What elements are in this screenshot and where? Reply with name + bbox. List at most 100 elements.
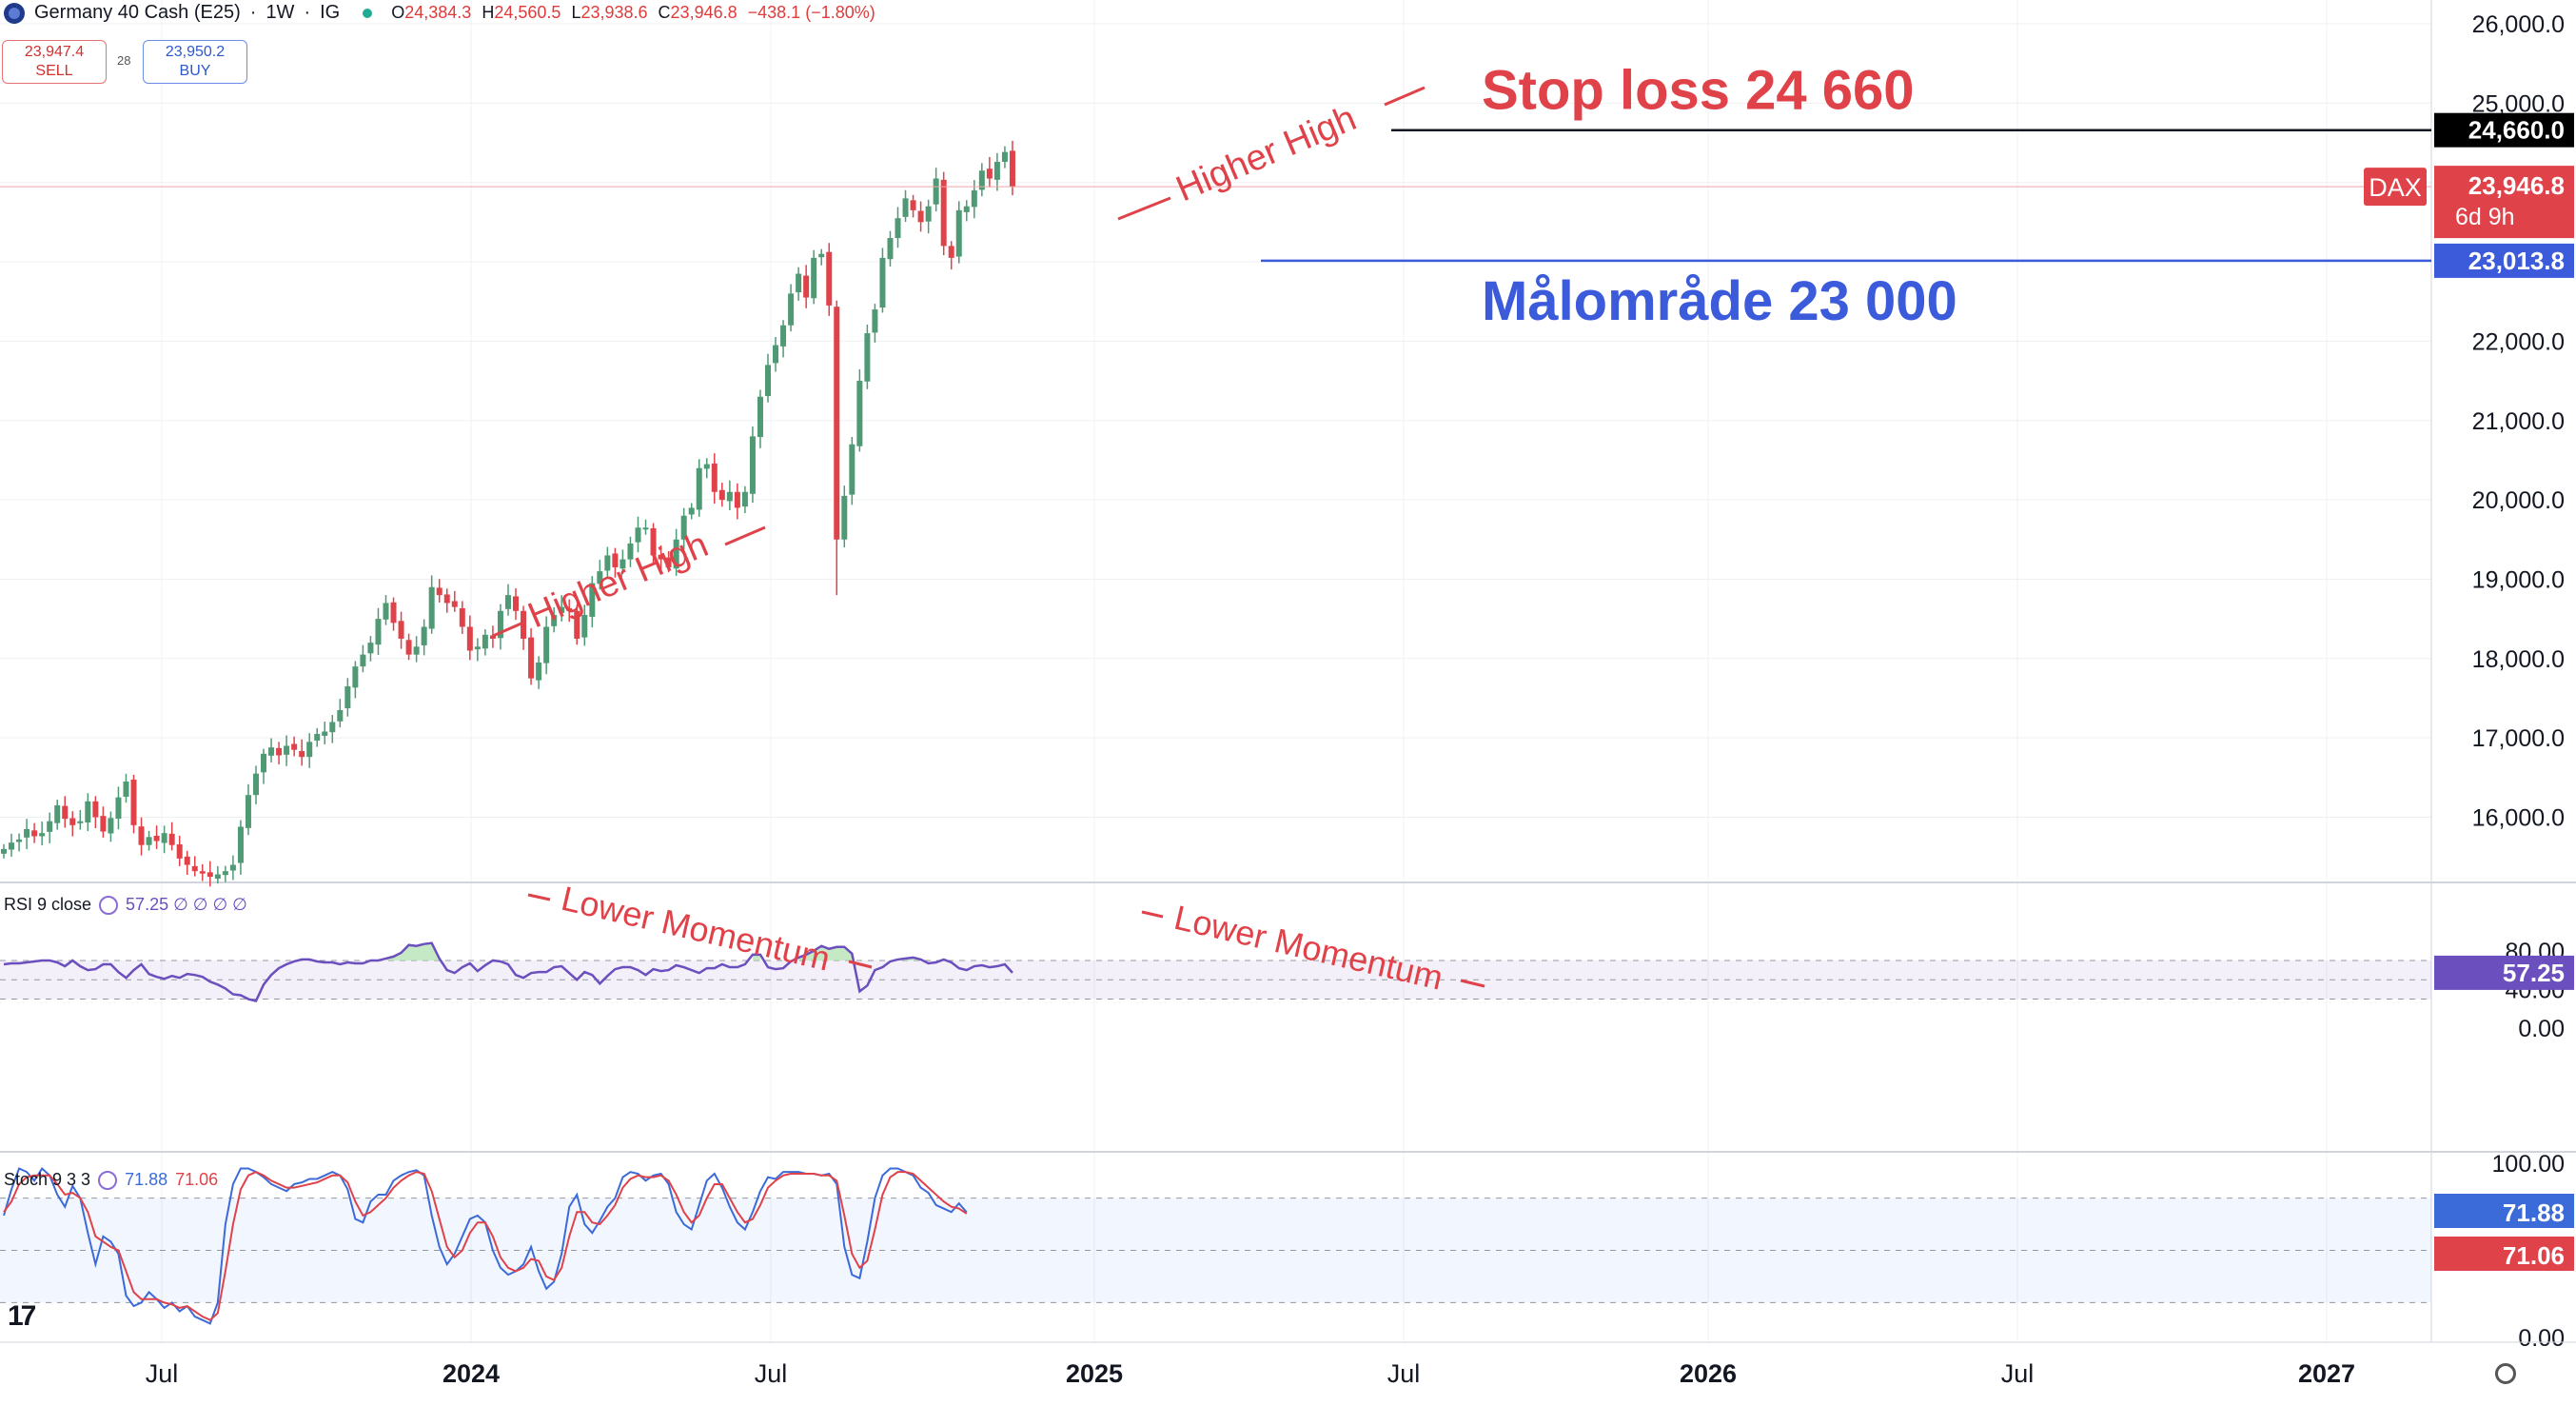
candle: [237, 826, 244, 863]
stoch-tick: 100.00: [2492, 1151, 2565, 1178]
candle: [138, 826, 145, 845]
rsi-line: [3, 941, 1013, 1003]
buy-button[interactable]: 23,950.2 BUY: [143, 40, 247, 84]
candle: [895, 218, 901, 239]
current-price-axis-label: 23,946.8: [2468, 171, 2565, 200]
candle: [344, 685, 351, 708]
candle: [360, 654, 366, 667]
candle: [872, 309, 878, 333]
symbol-name[interactable]: Germany 40 Cash (E25): [34, 2, 241, 23]
candle: [826, 251, 833, 306]
candle: [841, 495, 848, 540]
stoch-k-tag-bg: [2434, 1194, 2574, 1228]
timeframe[interactable]: 1W: [265, 2, 295, 23]
candle: [245, 795, 251, 828]
candle: [100, 816, 107, 832]
time-tick: 2027: [2298, 1359, 2355, 1388]
momentum-annotation-line: [1460, 979, 1485, 988]
candle: [398, 621, 404, 639]
candle: [864, 333, 871, 382]
candle: [566, 607, 573, 611]
trend-annotation-line: [724, 525, 766, 546]
candle: [284, 745, 290, 755]
bar-countdown: 6d 9h: [2455, 204, 2515, 230]
candle: [917, 210, 924, 223]
trend-annotation-line: [1117, 196, 1171, 221]
candle: [559, 606, 565, 613]
price-tick: 21,000.0: [2472, 408, 2565, 435]
candle: [551, 614, 558, 626]
stoch-k-tag: 71.88: [2503, 1198, 2565, 1227]
candle: [322, 731, 328, 736]
candle: [780, 325, 787, 347]
stop-loss-axis-label: 24,660.0: [2468, 116, 2565, 145]
broker: IG: [320, 2, 341, 23]
candle: [879, 257, 886, 308]
candle: [642, 527, 649, 530]
candle: [214, 874, 221, 880]
candle: [252, 773, 259, 796]
candle: [261, 753, 267, 773]
candle: [940, 179, 947, 247]
tradingview-logo[interactable]: 17: [8, 1300, 36, 1332]
rsi-value-tag-bg: [2434, 955, 2574, 990]
candle: [619, 559, 626, 569]
candle: [413, 646, 420, 655]
gear-icon[interactable]: [2495, 1363, 2516, 1384]
candle: [528, 637, 535, 679]
candle: [329, 722, 336, 733]
candle: [146, 837, 152, 845]
candle: [726, 491, 733, 502]
candle: [597, 571, 603, 584]
candle: [191, 865, 198, 872]
sell-button[interactable]: 23,947.4 SELL: [2, 40, 107, 84]
candle: [803, 275, 810, 298]
low-value: 23,938.6: [580, 3, 648, 22]
candle: [352, 666, 359, 688]
trend-annotation-line: [1384, 86, 1426, 107]
symbol-legend: Germany 40 Cash (E25) · 1W · IG O24,384.…: [4, 2, 881, 24]
candle: [902, 198, 909, 217]
candle: [955, 209, 962, 257]
candle: [459, 607, 465, 627]
time-tick: 2026: [1680, 1359, 1737, 1388]
higher-high-label: Higher High: [522, 525, 714, 636]
candle: [818, 253, 825, 258]
spread-value: 28: [117, 53, 131, 68]
candle: [986, 168, 993, 179]
rsi-legend[interactable]: RSI 9 close 57.25 ∅ ∅ ∅ ∅: [4, 895, 247, 915]
candle: [910, 200, 916, 210]
candle: [24, 829, 30, 838]
indicator-source-icon[interactable]: [98, 1170, 118, 1190]
candle: [367, 643, 374, 654]
trend-annotation-line: [492, 621, 524, 638]
candle: [971, 190, 977, 208]
candle: [428, 586, 435, 629]
candle: [757, 396, 763, 438]
candle: [92, 801, 99, 818]
rsi-name: RSI 9 close: [4, 895, 92, 914]
candle: [948, 246, 954, 258]
stoch-d-tag-bg: [2434, 1237, 2574, 1271]
stoch-legend[interactable]: Stoch 9 3 3 71.88 71.06: [4, 1170, 218, 1190]
close-value: 23,946.8: [670, 3, 737, 22]
candle: [9, 842, 15, 850]
open-value: 24,384.3: [404, 3, 472, 22]
stoch-tick: 0.00: [2518, 1325, 2565, 1352]
indicator-source-icon[interactable]: [99, 895, 119, 915]
candle: [168, 833, 175, 845]
price-tick: 22,000.0: [2472, 328, 2565, 355]
candle: [543, 626, 550, 663]
time-tick: Jul: [146, 1359, 179, 1388]
stoch-d-tag: 71.06: [2503, 1241, 2565, 1270]
stoch-d-legend: 71.06: [175, 1170, 219, 1189]
candle: [130, 779, 137, 825]
candle: [268, 747, 275, 756]
candle: [993, 162, 1000, 180]
candle: [612, 553, 619, 567]
candle: [62, 805, 69, 820]
momentum-annotation-line: [527, 893, 551, 901]
candle: [749, 436, 756, 494]
candle: [978, 170, 985, 190]
